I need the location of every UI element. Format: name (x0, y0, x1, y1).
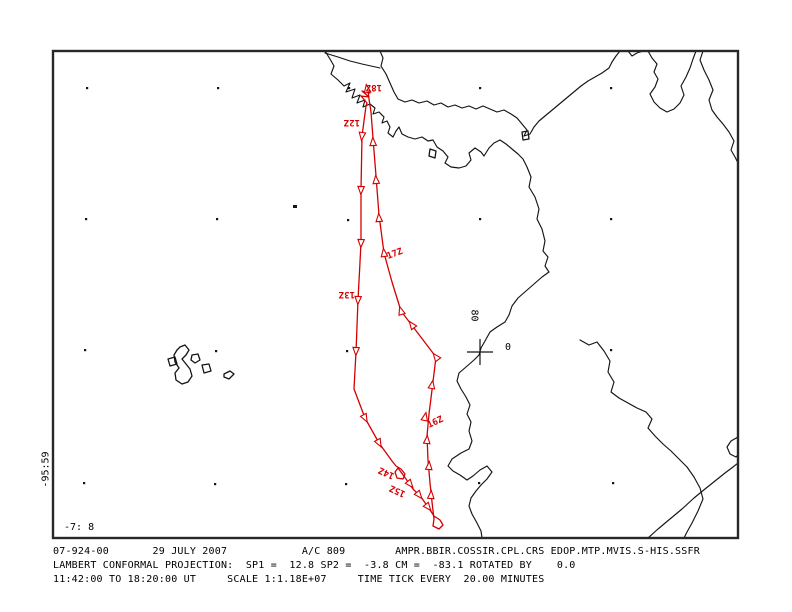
island-fernandina (167, 356, 178, 367)
border-nicaragua-costarica (324, 52, 381, 69)
border-right-hook (726, 436, 737, 458)
time-tick-arrow (404, 478, 414, 489)
island-pearl (521, 130, 530, 141)
meridian-80w-label: 80 (468, 309, 480, 322)
coastline-maracaibo-east (699, 52, 737, 163)
island-coiba (428, 148, 437, 159)
time-tick-arrow (358, 131, 367, 142)
footer-flight-info: 07-924-00 29 JULY 2007 A/C 809 AMPR.BBIR… (53, 546, 700, 557)
time-label-13z: 13Z (338, 289, 355, 299)
time-label-14z: 14Z (377, 464, 396, 480)
time-tick-arrows (352, 83, 442, 512)
graticule-cross (467, 339, 493, 365)
time-tick-arrow (357, 185, 366, 196)
time-tick-arrow (422, 434, 431, 445)
corner-longitude-label: -95:59 (40, 451, 52, 488)
time-tick-arrow (359, 412, 368, 424)
time-tick-arrow (420, 411, 429, 422)
coastline-pacific (324, 52, 550, 537)
graticule-dots (83, 87, 615, 486)
time-tick-arrow (373, 437, 382, 449)
time-tick-arrow (398, 305, 407, 317)
graticule-dot (612, 482, 615, 485)
time-tick-arrow (375, 212, 384, 223)
border-ecuador-interior (579, 339, 704, 537)
coastline-caribbean (379, 52, 620, 137)
graticule-dot (347, 219, 350, 222)
border-river-curve (648, 463, 737, 537)
time-tick-arrow (357, 238, 366, 249)
time-tick-arrow (354, 295, 363, 306)
time-tick-arrow (432, 352, 442, 363)
time-tick-arrow (424, 460, 433, 471)
graticule-dot (346, 350, 349, 353)
time-tick-arrow (413, 489, 423, 500)
time-label-12z: 12Z (343, 117, 360, 127)
graticule-dot (610, 349, 613, 352)
graticule-dot (216, 218, 219, 221)
time-tick-arrow (427, 379, 436, 390)
coastline-maracaibo-west (647, 52, 697, 113)
equator-0-label: 0 (505, 342, 512, 353)
island-isabela (173, 344, 193, 385)
time-tick-arrow (422, 501, 432, 512)
graticule-dot (214, 483, 217, 486)
graticule-dot (86, 87, 89, 90)
time-label-15z: 15Z (388, 482, 407, 498)
time-tick-arrow (426, 489, 435, 500)
time-tick-arrow (363, 83, 372, 94)
graticule-dot (345, 483, 348, 486)
time-tick-arrow (372, 174, 381, 185)
time-label-17z: 17Z (386, 247, 405, 262)
graticule-dot (83, 482, 86, 485)
time-label-18z: 18Z (365, 82, 382, 92)
footer-time-scale-info: 11:42:00 TO 18:20:00 UT SCALE 1:1.18E+07… (53, 574, 545, 585)
graticule-dot (610, 218, 613, 221)
island-cocos-dot (293, 205, 297, 208)
graticule-dot (84, 349, 87, 352)
footer-projection-info: LAMBERT CONFORMAL PROJECTION: SP1 = 12.8… (53, 560, 576, 571)
graticule-dot (348, 87, 351, 90)
graticule-dot (217, 87, 220, 90)
graticule-dot (479, 87, 482, 90)
graticule-dot (479, 218, 482, 221)
corner-latitude-label: -7: 8 (64, 522, 95, 533)
graticule-dot (610, 87, 613, 90)
plot-frame (51, 49, 740, 540)
time-tick-arrow (380, 247, 389, 258)
time-tick-arrow (408, 320, 418, 331)
graticule-dot (215, 350, 218, 353)
island-sancristobal (223, 370, 235, 380)
island-santiago (190, 353, 201, 364)
graticule-dot (85, 218, 88, 221)
coastline-venezuela-cape (628, 52, 642, 57)
graticule-dot (478, 482, 481, 485)
time-tick-arrow (369, 136, 378, 147)
island-santacruz (201, 363, 212, 374)
time-tick-arrow (352, 346, 361, 357)
coastline-layer (167, 52, 737, 537)
